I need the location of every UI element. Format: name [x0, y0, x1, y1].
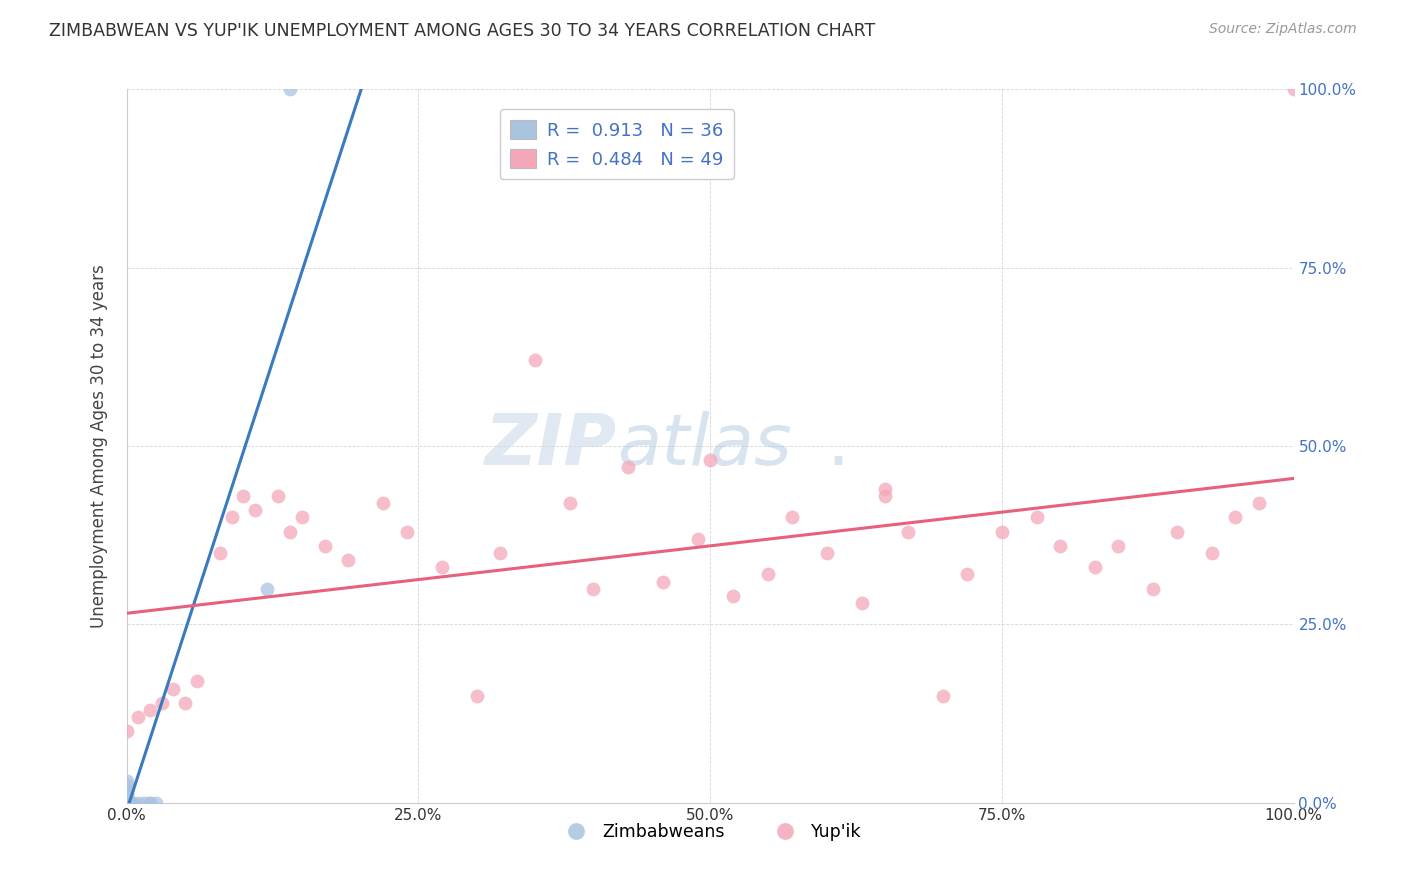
- Point: [430, 560, 453, 574]
- Point: [115, 774, 138, 789]
- Point: [208, 546, 231, 560]
- Point: [115, 796, 138, 810]
- Point: [489, 546, 512, 560]
- Text: .: .: [827, 411, 849, 481]
- Point: [582, 582, 605, 596]
- Point: [1142, 582, 1164, 596]
- Point: [990, 524, 1012, 539]
- Point: [688, 532, 710, 546]
- Point: [1108, 539, 1130, 553]
- Point: [139, 703, 162, 717]
- Point: [699, 453, 721, 467]
- Point: [115, 792, 138, 806]
- Point: [115, 796, 138, 810]
- Text: ZIP: ZIP: [485, 411, 617, 481]
- Point: [115, 796, 138, 810]
- Point: [256, 582, 278, 596]
- Point: [115, 796, 138, 810]
- Point: [932, 689, 955, 703]
- Point: [465, 689, 488, 703]
- Point: [558, 496, 581, 510]
- Point: [174, 696, 197, 710]
- Point: [1223, 510, 1246, 524]
- Text: ZIMBABWEAN VS YUP'IK UNEMPLOYMENT AMONG AGES 30 TO 34 YEARS CORRELATION CHART: ZIMBABWEAN VS YUP'IK UNEMPLOYMENT AMONG …: [49, 22, 876, 40]
- Point: [115, 796, 138, 810]
- Point: [115, 796, 138, 810]
- Point: [815, 546, 838, 560]
- Text: Source: ZipAtlas.com: Source: ZipAtlas.com: [1209, 22, 1357, 37]
- Point: [186, 674, 208, 689]
- Point: [115, 796, 138, 810]
- Point: [278, 82, 301, 96]
- Point: [1201, 546, 1223, 560]
- Point: [221, 510, 243, 524]
- Point: [121, 796, 143, 810]
- Point: [139, 796, 162, 810]
- Point: [1025, 510, 1047, 524]
- Point: [115, 781, 138, 796]
- Point: [232, 489, 254, 503]
- Point: [115, 724, 138, 739]
- Point: [115, 796, 138, 810]
- Point: [956, 567, 979, 582]
- Point: [145, 796, 167, 810]
- Point: [290, 510, 312, 524]
- Point: [115, 796, 138, 810]
- Point: [132, 796, 155, 810]
- Point: [652, 574, 675, 589]
- Point: [121, 796, 143, 810]
- Point: [150, 696, 173, 710]
- Point: [1166, 524, 1188, 539]
- Point: [243, 503, 266, 517]
- Point: [756, 567, 779, 582]
- Point: [875, 482, 897, 496]
- Point: [115, 796, 138, 810]
- Point: [115, 796, 138, 810]
- Point: [115, 789, 138, 803]
- Point: [723, 589, 745, 603]
- Point: [162, 681, 184, 696]
- Point: [121, 796, 143, 810]
- Point: [127, 796, 149, 810]
- Point: [1049, 539, 1071, 553]
- Point: [115, 796, 138, 810]
- Point: [139, 796, 162, 810]
- Point: [851, 596, 873, 610]
- Point: [1282, 82, 1305, 96]
- Point: [523, 353, 546, 368]
- Point: [617, 460, 640, 475]
- Text: atlas: atlas: [617, 411, 792, 481]
- Point: [115, 796, 138, 810]
- Point: [115, 796, 138, 810]
- Point: [115, 796, 138, 810]
- Point: [115, 792, 138, 806]
- Point: [373, 496, 395, 510]
- Point: [1247, 496, 1270, 510]
- Point: [875, 489, 897, 503]
- Point: [267, 489, 290, 503]
- Point: [115, 789, 138, 803]
- Point: [395, 524, 418, 539]
- Legend: Zimbabweans, Yup'ik: Zimbabweans, Yup'ik: [551, 816, 869, 847]
- Point: [115, 796, 138, 810]
- Point: [115, 796, 138, 810]
- Point: [115, 785, 138, 799]
- Point: [897, 524, 920, 539]
- Point: [115, 778, 138, 792]
- Point: [127, 710, 149, 724]
- Point: [780, 510, 803, 524]
- Point: [115, 796, 138, 810]
- Point: [314, 539, 336, 553]
- Point: [278, 524, 301, 539]
- Point: [1084, 560, 1107, 574]
- Y-axis label: Unemployment Among Ages 30 to 34 years: Unemployment Among Ages 30 to 34 years: [90, 264, 108, 628]
- Point: [337, 553, 360, 567]
